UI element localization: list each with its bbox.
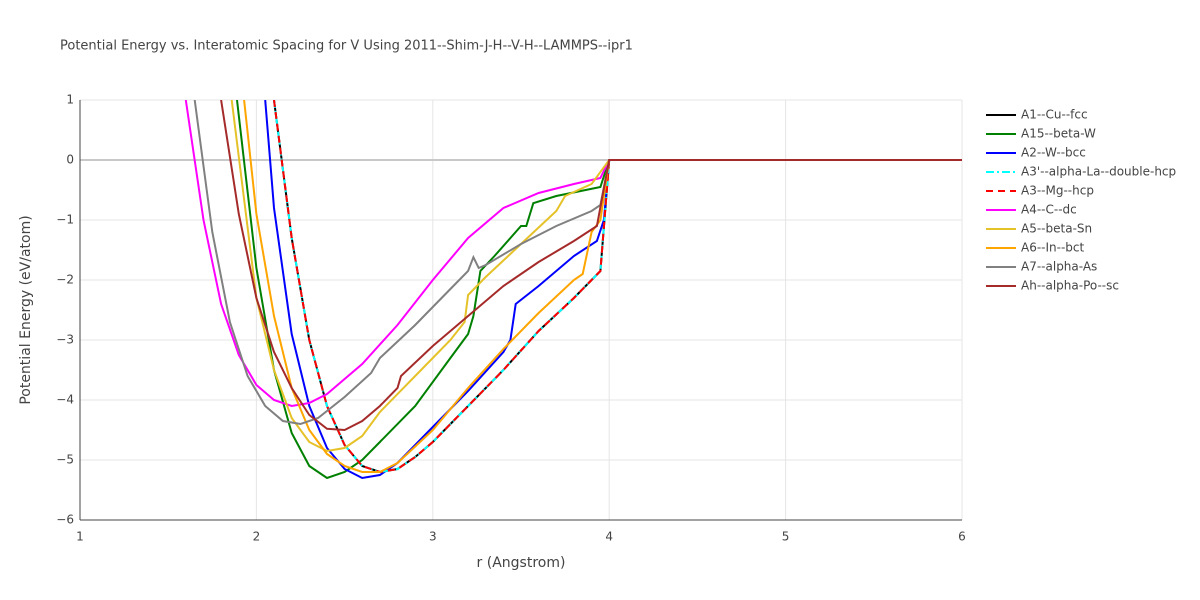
x-tick-label: 4 bbox=[605, 530, 613, 544]
x-tick-label: 1 bbox=[76, 530, 84, 544]
y-tick-label: 1 bbox=[66, 93, 74, 107]
y-tick-label: −3 bbox=[56, 333, 74, 347]
legend-label: A1--Cu--fcc bbox=[1021, 108, 1088, 122]
legend-label: A7--alpha-As bbox=[1021, 260, 1097, 274]
x-axis-label: r (Angstrom) bbox=[477, 555, 566, 571]
x-tick-label: 5 bbox=[782, 530, 790, 544]
legend-label: Ah--alpha-Po--sc bbox=[1021, 279, 1119, 293]
y-tick-label: −6 bbox=[56, 513, 74, 527]
x-tick-label: 2 bbox=[253, 530, 261, 544]
chart-title: Potential Energy vs. Interatomic Spacing… bbox=[60, 39, 633, 54]
legend-label: A2--W--bcc bbox=[1021, 146, 1086, 160]
y-tick-label: 0 bbox=[66, 153, 74, 167]
legend-label: A3'--alpha-La--double-hcp bbox=[1021, 165, 1176, 179]
series-line bbox=[273, 100, 962, 474]
y-axis-label: Potential Energy (eV/atom) bbox=[18, 215, 34, 404]
y-tick-label: −4 bbox=[56, 393, 74, 407]
legend-label: A4--C--dc bbox=[1021, 203, 1077, 217]
series-line bbox=[236, 100, 962, 480]
series-line bbox=[243, 100, 962, 473]
series-line bbox=[220, 100, 962, 432]
x-tick-label: 3 bbox=[429, 530, 437, 544]
series-line bbox=[264, 100, 962, 480]
legend-label: A5--beta-Sn bbox=[1021, 222, 1092, 236]
legend-label: A6--In--bct bbox=[1021, 241, 1085, 255]
legend-label: A3--Mg--hcp bbox=[1021, 184, 1094, 198]
series-line bbox=[184, 100, 962, 408]
legend: A1--Cu--fcc A15--beta-W A2--W--bcc A3'--alp… bbox=[986, 108, 1176, 293]
y-tick-label: −5 bbox=[56, 453, 74, 467]
legend-label: A15--beta-W bbox=[1021, 127, 1096, 141]
y-tick-label: −2 bbox=[56, 273, 74, 287]
plot-area bbox=[184, 100, 962, 480]
y-tick-label: −1 bbox=[56, 213, 74, 227]
series-line bbox=[193, 100, 962, 426]
x-tick-label: 6 bbox=[958, 530, 966, 544]
